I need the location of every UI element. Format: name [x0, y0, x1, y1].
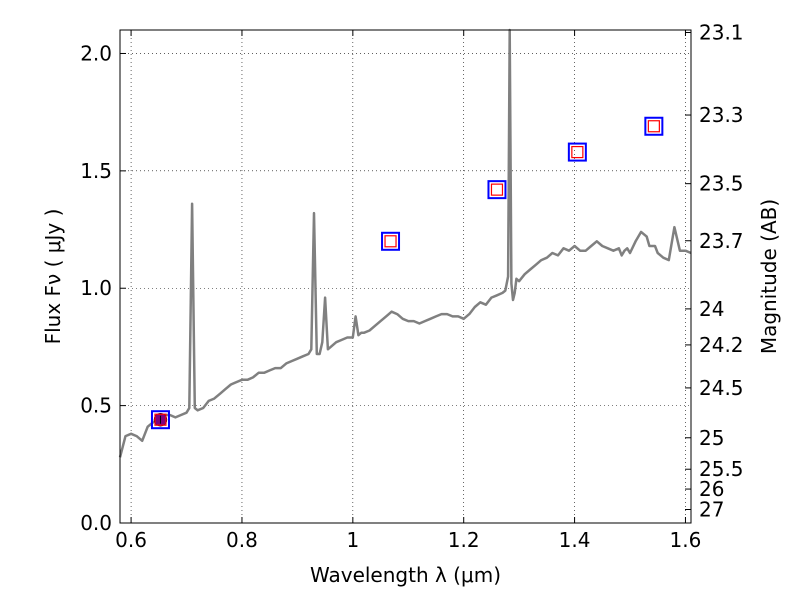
y-tick-label: 0.0 [80, 511, 112, 535]
y-tick-label: 1.0 [80, 276, 112, 300]
y2-tick-label: 23.5 [699, 172, 744, 196]
x-tick-label: 1.4 [559, 528, 591, 552]
y2-tick-label: 24 [699, 297, 724, 321]
photometry-point-3-outer-square [487, 180, 507, 200]
photometry-point-5-inner-square [647, 120, 660, 133]
photometry-point-4-inner-square [571, 145, 584, 159]
series-line-model-spectrum [118, 28, 692, 458]
photometry-point-3-inner-square [490, 183, 504, 196]
spectrum-series [118, 28, 692, 458]
y2-tick-label: 25.5 [699, 457, 744, 481]
x-tick-label: 1 [346, 528, 359, 552]
y2-tick-label: 27 [699, 497, 724, 521]
axis-labels: Wavelength λ (μm) Flux Fν ( μJy ) Magnit… [41, 199, 781, 587]
y2-tick-label: 23.1 [699, 21, 744, 45]
y-tick-label: 2.0 [80, 41, 112, 65]
x-tick-label: 0.8 [226, 528, 258, 552]
y2-tick-label: 23.7 [699, 229, 744, 253]
photometry-point-0-outer-square [150, 410, 170, 430]
y-tick-label: 0.5 [80, 394, 112, 418]
photometry-point-5-outer-square [644, 116, 664, 136]
y-tick-label: 1.5 [80, 159, 112, 183]
y2-tick-label: 23.3 [699, 103, 744, 127]
y2-tick-label: 24.5 [699, 376, 744, 400]
x-tick-label: 0.6 [115, 528, 147, 552]
y-axis-label: Flux Fν ( μJy ) [41, 209, 65, 345]
y2-tick-label: 26 [699, 477, 724, 501]
photometry-point-2-inner-square [384, 235, 397, 248]
x-axis-label: Wavelength λ (μm) [310, 563, 501, 587]
y2-tick-label: 24.2 [699, 333, 744, 357]
photometry-point-0-inner-square [154, 413, 167, 426]
grid-lines [120, 30, 691, 524]
x-tick-label: 1.2 [448, 528, 480, 552]
y2-tick-label: 25 [699, 426, 724, 450]
y2-axis-label: Magnitude (AB) [757, 199, 781, 354]
photometry-markers [150, 116, 664, 430]
plot-frame [119, 29, 692, 524]
axis-ticks: 0.6 0.8 1 1.2 1.4 1.6 0.0 0.5 1.0 1.5 2.0 23.1 23.3 2… [80, 21, 743, 552]
x-tick-label: 1.6 [670, 528, 702, 552]
photometry-point-2-outer-square [381, 231, 401, 251]
photometry-point-4-outer-square [567, 142, 587, 162]
